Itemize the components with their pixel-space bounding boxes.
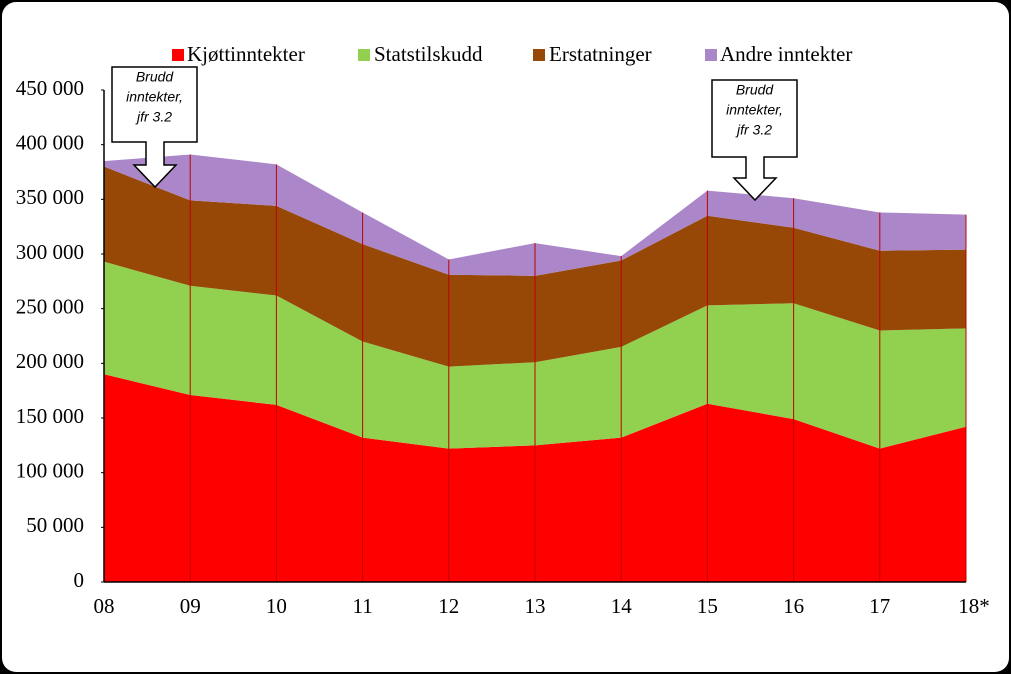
x-tick-label: 09 xyxy=(180,594,201,618)
x-tick-label: 11 xyxy=(352,594,372,618)
area xyxy=(104,166,966,367)
x-tick-label: 12 xyxy=(438,594,459,618)
y-tick-label: 50 000 xyxy=(26,513,84,537)
x-tick-label: 10 xyxy=(266,594,287,618)
y-tick-label: 300 000 xyxy=(16,240,84,264)
legend-label: Statstilskudd xyxy=(374,42,483,66)
x-tick-label: 17 xyxy=(869,594,890,618)
legend-swatch xyxy=(358,49,370,61)
annotation-text: inntekter, xyxy=(126,89,183,105)
annotation-text: inntekter, xyxy=(726,102,783,118)
x-tick-label: 14 xyxy=(611,594,633,618)
y-tick-label: 400 000 xyxy=(16,130,84,154)
y-tick-label: 100 000 xyxy=(16,458,84,482)
x-tick-label: 15 xyxy=(697,594,718,618)
y-tick-label: 450 000 xyxy=(16,76,84,100)
legend-swatch xyxy=(705,49,717,61)
x-tick-label: 08 xyxy=(94,594,115,618)
callout xyxy=(711,79,798,202)
y-tick-label: 150 000 xyxy=(16,404,84,428)
annotation-text: Brudd xyxy=(736,82,775,98)
area xyxy=(104,261,966,449)
x-tick-label: 16 xyxy=(783,594,804,618)
legend-label: Andre inntekter xyxy=(720,42,852,66)
legend-label: Erstatninger xyxy=(549,42,652,66)
y-tick-label: 250 000 xyxy=(16,294,84,318)
callout xyxy=(111,66,198,189)
x-tick-label: 13 xyxy=(525,594,546,618)
x-tick-label: 18* xyxy=(958,594,990,618)
y-tick-label: 200 000 xyxy=(16,349,84,373)
y-tick-label: 350 000 xyxy=(16,185,84,209)
y-tick-label: 0 xyxy=(74,568,85,592)
annotation-text: Brudd xyxy=(136,69,175,85)
legend-swatch xyxy=(533,49,545,61)
annotation-text: jfr 3.2 xyxy=(135,109,172,125)
legend-label: Kjøttinntekter xyxy=(187,42,305,66)
legend-swatch xyxy=(172,49,184,61)
annotation-text: jfr 3.2 xyxy=(735,122,772,138)
